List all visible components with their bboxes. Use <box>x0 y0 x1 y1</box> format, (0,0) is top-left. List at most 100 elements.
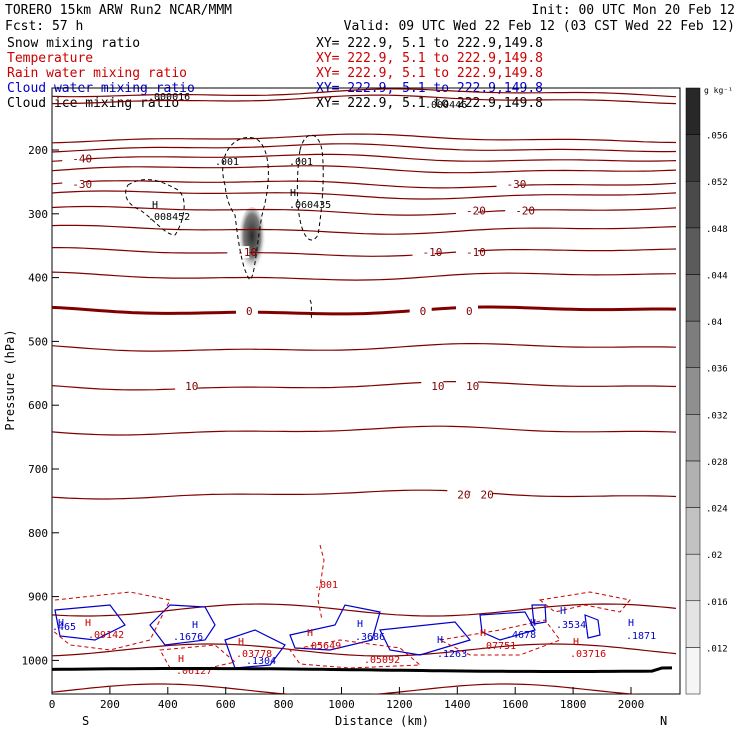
snow-shading <box>238 207 266 279</box>
cloud-water-value-7: .465 <box>52 622 76 633</box>
y-tick-label-400: 400 <box>28 272 48 285</box>
legend-name-4: Cloud ice mixing ratio <box>7 96 179 111</box>
temperature-contours: -40 -30 -30 -20 -20 -10 -10 -10 0 0 0 10 10 10 20 20 <box>52 88 677 694</box>
isotherm-15 <box>52 425 677 436</box>
colorbar-swatch-0 <box>685 647 701 695</box>
isotherm-label-bg <box>505 204 528 217</box>
init-time: Init: 00 UTC Mon 20 Feb 12 <box>532 3 736 18</box>
isotherm-label--10-1: -10 <box>423 246 443 259</box>
cloud-water-a <box>54 604 126 641</box>
cloud-water-f <box>479 611 536 641</box>
colorbar-swatch-2 <box>685 553 701 602</box>
isotherm-label--10-0: -10 <box>237 246 257 259</box>
isotherm-label-bg <box>455 204 478 217</box>
isotherm--40 <box>52 153 677 162</box>
x-tick-label-400: 400 <box>158 698 178 711</box>
x-tick-label-1600: 1600 <box>502 698 529 711</box>
snow-high-marker-b: H <box>290 188 296 199</box>
y-tick-label-200: 200 <box>28 144 48 157</box>
rain-high-marker-5: H <box>178 654 184 665</box>
x-tick-label-1200: 1200 <box>386 698 413 711</box>
isotherm-label-bg <box>227 246 250 259</box>
isotherm-label-bg <box>175 380 198 393</box>
rain-value-7: .06127 <box>176 666 212 677</box>
cloud-water-value-2: .3686 <box>355 632 385 643</box>
rain-contours <box>51 544 631 671</box>
legend-name-2: Rain water mixing ratio <box>7 66 187 81</box>
rain-value-2: .03778 <box>236 649 272 660</box>
isotherm-low-0 <box>52 603 677 617</box>
isotherm-label-bg <box>62 177 85 190</box>
isotherm-low-1 <box>52 643 677 657</box>
y-tick-label-600: 600 <box>28 399 48 412</box>
isotherm--50 <box>52 133 677 144</box>
rain-contour-e <box>538 591 631 613</box>
x-end-label-north: N <box>660 714 667 728</box>
isotherm--55 <box>52 94 677 105</box>
isotherm-label-bg <box>421 380 444 393</box>
legend-name-1: Temperature <box>7 51 93 66</box>
colorbar-tick-1: .016 <box>706 598 728 608</box>
isotherm-label--10-2: -10 <box>466 246 486 259</box>
snow-value-4: .060435 <box>289 200 331 211</box>
isotherm-label--30-0: -30 <box>72 178 92 191</box>
isotherm-label-bg <box>470 488 493 501</box>
x-axis-label: Distance (km) <box>335 714 429 728</box>
rain-contour-a <box>51 591 171 651</box>
snow-value-5: .000446 <box>425 100 467 111</box>
snow-contour-a <box>222 136 269 281</box>
x-end-label-south: S <box>82 714 89 728</box>
colorbar-swatch-9 <box>685 227 701 275</box>
colorbar-swatch-12 <box>685 87 701 135</box>
snow-contour-c <box>125 179 185 236</box>
isotherm-label-0-0: 0 <box>246 305 253 318</box>
x-tick-label-200: 200 <box>100 698 120 711</box>
cloud-water-high-marker-0: H <box>58 618 64 629</box>
snow-high-marker-a: H <box>152 200 158 211</box>
contour-annotations: .000016.001.001.008452.060435.000446HH.0… <box>52 92 656 677</box>
isotherm--25 <box>52 190 677 200</box>
snow-value-1: .001 <box>215 157 239 168</box>
rain-value-3: .05649 <box>305 641 341 652</box>
isotherm-label-10-0: 10 <box>185 380 198 393</box>
colorbar-swatch-10 <box>685 180 701 229</box>
isotherm-label--20-0: -20 <box>466 205 486 218</box>
rain-high-marker-2: H <box>307 628 313 639</box>
colorbar-tick-9: .048 <box>706 225 728 235</box>
colorbar-swatch-7 <box>685 320 701 368</box>
isotherm-label-bg <box>235 304 258 317</box>
cloud-water-high-marker-1: H <box>192 620 198 631</box>
snow-contours <box>125 134 324 321</box>
terrain-line <box>51 666 673 673</box>
isotherm-0 <box>52 305 677 316</box>
cloud-water-value-5: .3534 <box>556 620 586 631</box>
legend-name-0: Snow mixing ratio <box>7 36 140 51</box>
cloud-water-contours <box>54 604 601 669</box>
model-title: TORERO 15km ARW Run2 NCAR/MMM <box>5 3 232 18</box>
isotherm-label-bg <box>455 246 478 259</box>
y-tick-label-1000: 1000 <box>22 654 49 667</box>
colorbar-swatch-8 <box>685 274 701 322</box>
colorbar-tick-5: .032 <box>706 411 728 421</box>
isotherm-label-bg <box>455 380 478 393</box>
colorbar-tick-7: .04 <box>706 318 722 328</box>
isotherm--15 <box>52 224 677 235</box>
isotherm--30 <box>52 180 677 189</box>
isotherm-20 <box>52 489 677 500</box>
isotherm-label-bg <box>496 177 519 190</box>
colorbar-swatch-1 <box>685 600 701 648</box>
rain-high-marker-1: H <box>238 637 244 648</box>
isotherm-label-20-0: 20 <box>457 489 470 502</box>
colorbar-swatch-3 <box>685 507 701 555</box>
x-tick-label-600: 600 <box>216 698 236 711</box>
x-tick-label-1400: 1400 <box>444 698 471 711</box>
snow-contour-d <box>309 299 313 321</box>
colorbar-tick-4: .028 <box>706 458 728 468</box>
x-tick-label-0: 0 <box>49 698 56 711</box>
snow-value-3: .008452 <box>148 212 190 223</box>
cloud-water-value-1: .1304 <box>246 656 276 667</box>
forecast-hour: Fcst: 57 h <box>5 19 83 34</box>
isotherm-label-10-2: 10 <box>466 380 479 393</box>
